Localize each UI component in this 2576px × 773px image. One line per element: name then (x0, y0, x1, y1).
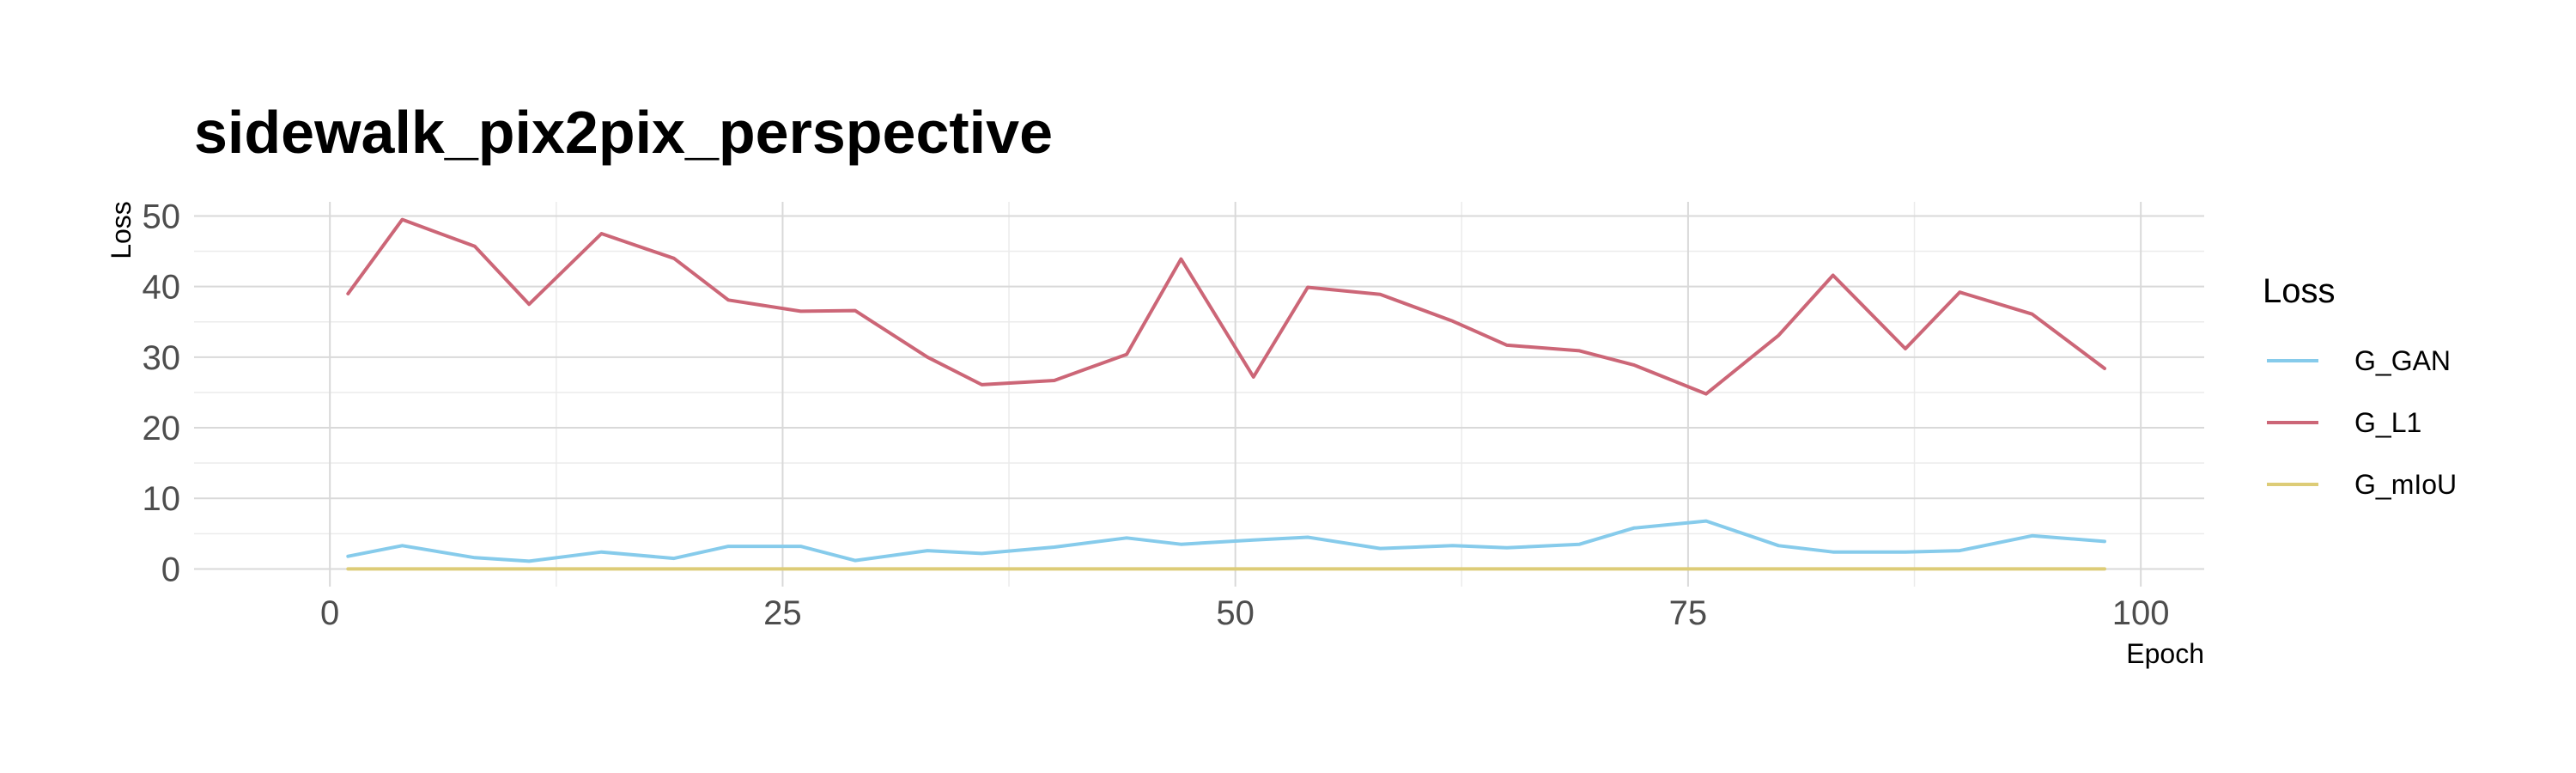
series-line-g-gan (346, 519, 2106, 563)
x-tick-label: 25 (763, 594, 802, 632)
x-tick-label: 100 (2112, 594, 2170, 632)
legend-label: G_mIoU (2354, 469, 2457, 500)
y-tick-label: 20 (143, 410, 181, 447)
x-tick-label: 0 (320, 594, 339, 632)
y-tick-label: 0 (161, 551, 180, 588)
x-axis-title: Epoch (2126, 638, 2204, 669)
legend-title: Loss (2263, 272, 2336, 310)
x-tick-label: 50 (1216, 594, 1255, 632)
y-axis-title: Loss (106, 201, 137, 259)
y-tick-label: 50 (143, 198, 181, 235)
legend: Loss G_GAN G_L1 G_mIoU (2263, 272, 2457, 500)
gridlines (194, 202, 2204, 587)
y-tick-label: 10 (143, 480, 181, 518)
series-line-g-l1 (346, 217, 2106, 396)
legend-label: G_L1 (2354, 407, 2421, 438)
series-lines (346, 217, 2106, 571)
legend-label: G_GAN (2354, 345, 2451, 376)
y-tick-label: 30 (143, 339, 181, 377)
x-tick-label: 75 (1669, 594, 1708, 632)
y-tick-label: 40 (143, 269, 181, 307)
chart-title: sidewalk_pix2pix_perspective (194, 99, 1053, 166)
tick-labels: 0 25 50 75 100 0 10 20 30 40 50 (143, 198, 2170, 632)
